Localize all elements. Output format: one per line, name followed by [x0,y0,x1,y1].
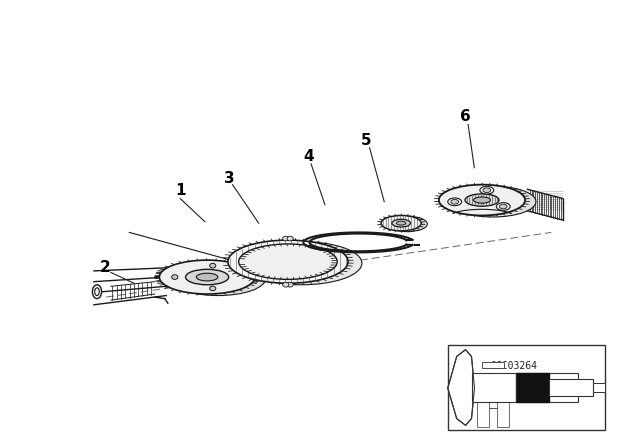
Ellipse shape [496,202,510,211]
Ellipse shape [186,269,228,285]
Ellipse shape [439,185,525,215]
Text: 1: 1 [175,183,186,198]
Ellipse shape [228,240,348,283]
Ellipse shape [392,220,410,227]
Polygon shape [448,349,474,426]
Ellipse shape [474,197,490,203]
Ellipse shape [210,286,216,291]
Ellipse shape [397,221,406,225]
Ellipse shape [451,199,458,204]
Ellipse shape [92,285,102,299]
Text: 2: 2 [99,260,110,276]
Bar [477,402,490,427]
Ellipse shape [283,236,289,241]
Bar [482,362,504,367]
Text: 6: 6 [460,109,470,125]
Ellipse shape [242,241,362,285]
Ellipse shape [499,204,507,209]
Bar [516,373,548,402]
Ellipse shape [283,282,289,287]
Ellipse shape [287,236,293,241]
Ellipse shape [196,273,218,281]
Bar [497,402,509,427]
Ellipse shape [381,215,421,231]
Ellipse shape [483,188,491,193]
Bar [472,373,579,402]
Ellipse shape [159,260,255,294]
Ellipse shape [172,275,178,280]
Text: 3: 3 [224,171,235,186]
Ellipse shape [448,198,461,206]
Bar [472,373,516,402]
Text: 5: 5 [361,133,372,147]
Ellipse shape [287,282,293,287]
Text: 4: 4 [303,149,314,164]
Ellipse shape [465,194,499,206]
Ellipse shape [450,186,536,217]
Text: 0CC03264: 0CC03264 [491,361,538,370]
Ellipse shape [170,262,266,296]
Ellipse shape [239,244,337,280]
Bar [593,383,605,392]
Bar [482,402,504,408]
Ellipse shape [480,186,493,194]
Bar [548,379,593,396]
Ellipse shape [210,263,216,268]
Ellipse shape [387,216,428,232]
